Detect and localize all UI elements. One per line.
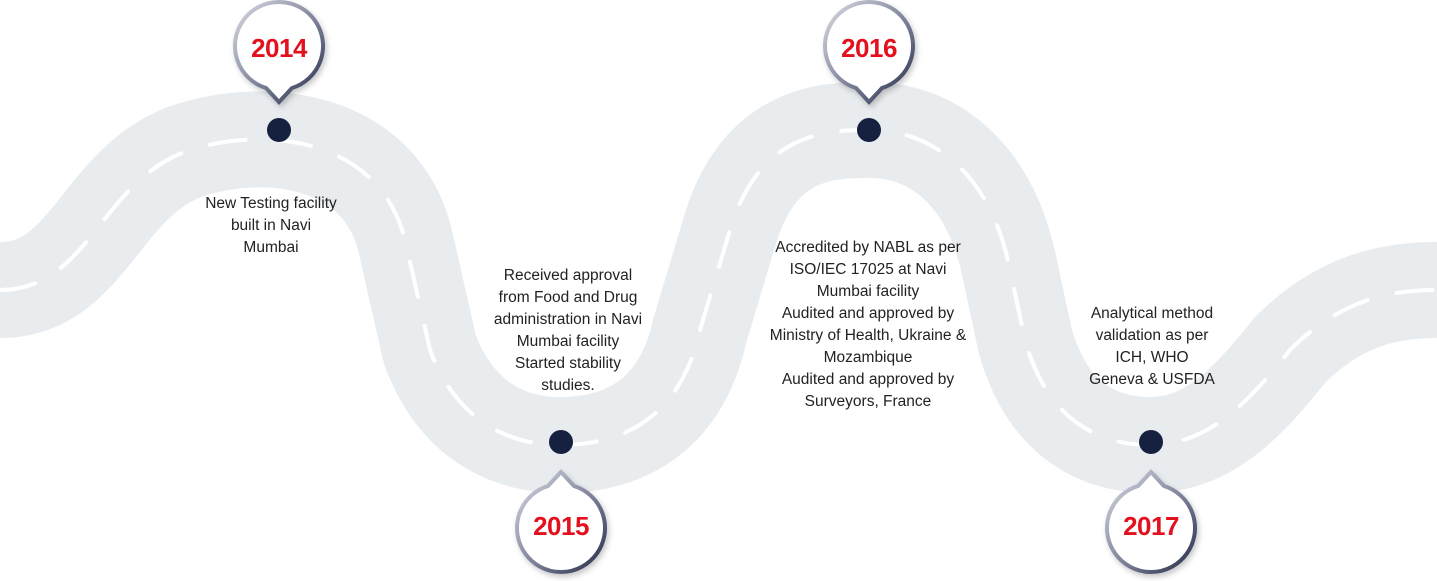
year-pin-2016 bbox=[823, 0, 915, 105]
milestone-dot-2014 bbox=[267, 118, 291, 142]
year-pin-2014 bbox=[233, 0, 325, 105]
milestone-description-2015: Received approval from Food and Drug adm… bbox=[493, 267, 643, 394]
timeline-road bbox=[0, 82, 1437, 493]
year-pin-2015 bbox=[515, 469, 607, 575]
year-label-2015: 2015 bbox=[533, 511, 589, 541]
year-label-2016: 2016 bbox=[841, 33, 897, 63]
milestone-description-2016: Accredited by NABL as per ISO/IEC 17025 … bbox=[769, 239, 967, 410]
milestone-description-2014: New Testing facility built in Navi Mumba… bbox=[205, 195, 337, 256]
milestone-description-2017: Analytical method validation as per ICH,… bbox=[1089, 305, 1215, 388]
year-label-2017: 2017 bbox=[1123, 511, 1179, 541]
milestone-dot-2015 bbox=[549, 430, 573, 454]
year-pin-2017 bbox=[1105, 469, 1197, 575]
milestone-dot-2016 bbox=[857, 118, 881, 142]
year-label-2014: 2014 bbox=[251, 33, 307, 63]
milestone-dot-2017 bbox=[1139, 430, 1163, 454]
road-center-dashes bbox=[0, 127, 1437, 448]
